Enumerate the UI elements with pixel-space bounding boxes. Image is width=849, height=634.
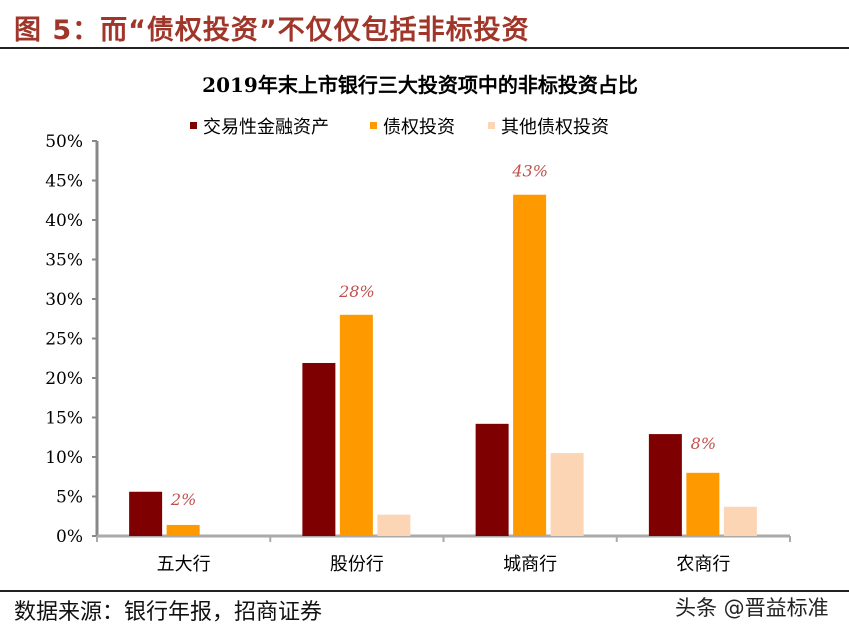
bottom-rule xyxy=(0,590,849,592)
bar-1 xyxy=(129,491,163,536)
y-tick-label: 45% xyxy=(45,172,83,192)
source-note: 数据来源：银行年报，招商证券 xyxy=(14,600,323,625)
bar-1 xyxy=(302,362,336,536)
bar-2 xyxy=(686,472,720,536)
y-tick-label: 35% xyxy=(45,251,83,271)
legend-swatch xyxy=(370,122,377,129)
data-label: 2% xyxy=(170,490,196,509)
data-label: 43% xyxy=(511,162,548,181)
legend-label: 债权投资 xyxy=(383,117,455,138)
legend: 交易性金融资产 债权投资 其他债权投资 xyxy=(190,117,609,138)
bar-2 xyxy=(166,524,200,536)
legend-label: 交易性金融资产 xyxy=(203,117,329,138)
bar-1 xyxy=(648,434,682,536)
x-tick-label: 五大行 xyxy=(157,554,211,575)
bar-2 xyxy=(339,314,373,536)
figure-title: 图 5：而“债权投资”不仅仅包括非标投资 xyxy=(14,15,530,46)
y-tick-label: 50% xyxy=(45,132,83,152)
x-tick-label: 股份行 xyxy=(330,554,384,575)
chart-title: 2019年末上市银行三大投资项中的非标投资占比 xyxy=(202,73,638,97)
y-tick-label: 30% xyxy=(45,290,83,310)
data-label: 28% xyxy=(338,282,375,301)
x-tick-label: 城商行 xyxy=(503,554,557,575)
y-tick-label: 25% xyxy=(45,330,83,350)
y-tick-label: 40% xyxy=(45,211,83,231)
bar-3 xyxy=(377,514,411,536)
legend-swatch xyxy=(190,122,197,129)
y-tick-label: 20% xyxy=(45,369,83,389)
bar-2 xyxy=(513,194,547,536)
bar-1 xyxy=(475,423,509,536)
top-rule xyxy=(0,47,849,49)
y-tick-label: 0% xyxy=(56,527,83,547)
x-tick-label: 农商行 xyxy=(676,554,730,575)
y-tick-label: 10% xyxy=(45,448,83,468)
legend-label: 其他债权投资 xyxy=(501,117,609,138)
bar-3 xyxy=(550,453,584,536)
y-tick-label: 15% xyxy=(45,409,83,429)
y-tick-label: 5% xyxy=(56,488,83,508)
watermark: 头条 @晋益标准 xyxy=(675,596,829,620)
legend-swatch xyxy=(488,122,495,129)
bar-3 xyxy=(723,506,757,536)
data-label: 8% xyxy=(691,434,716,453)
bars: 2% 28% 43% 8% xyxy=(129,162,757,536)
